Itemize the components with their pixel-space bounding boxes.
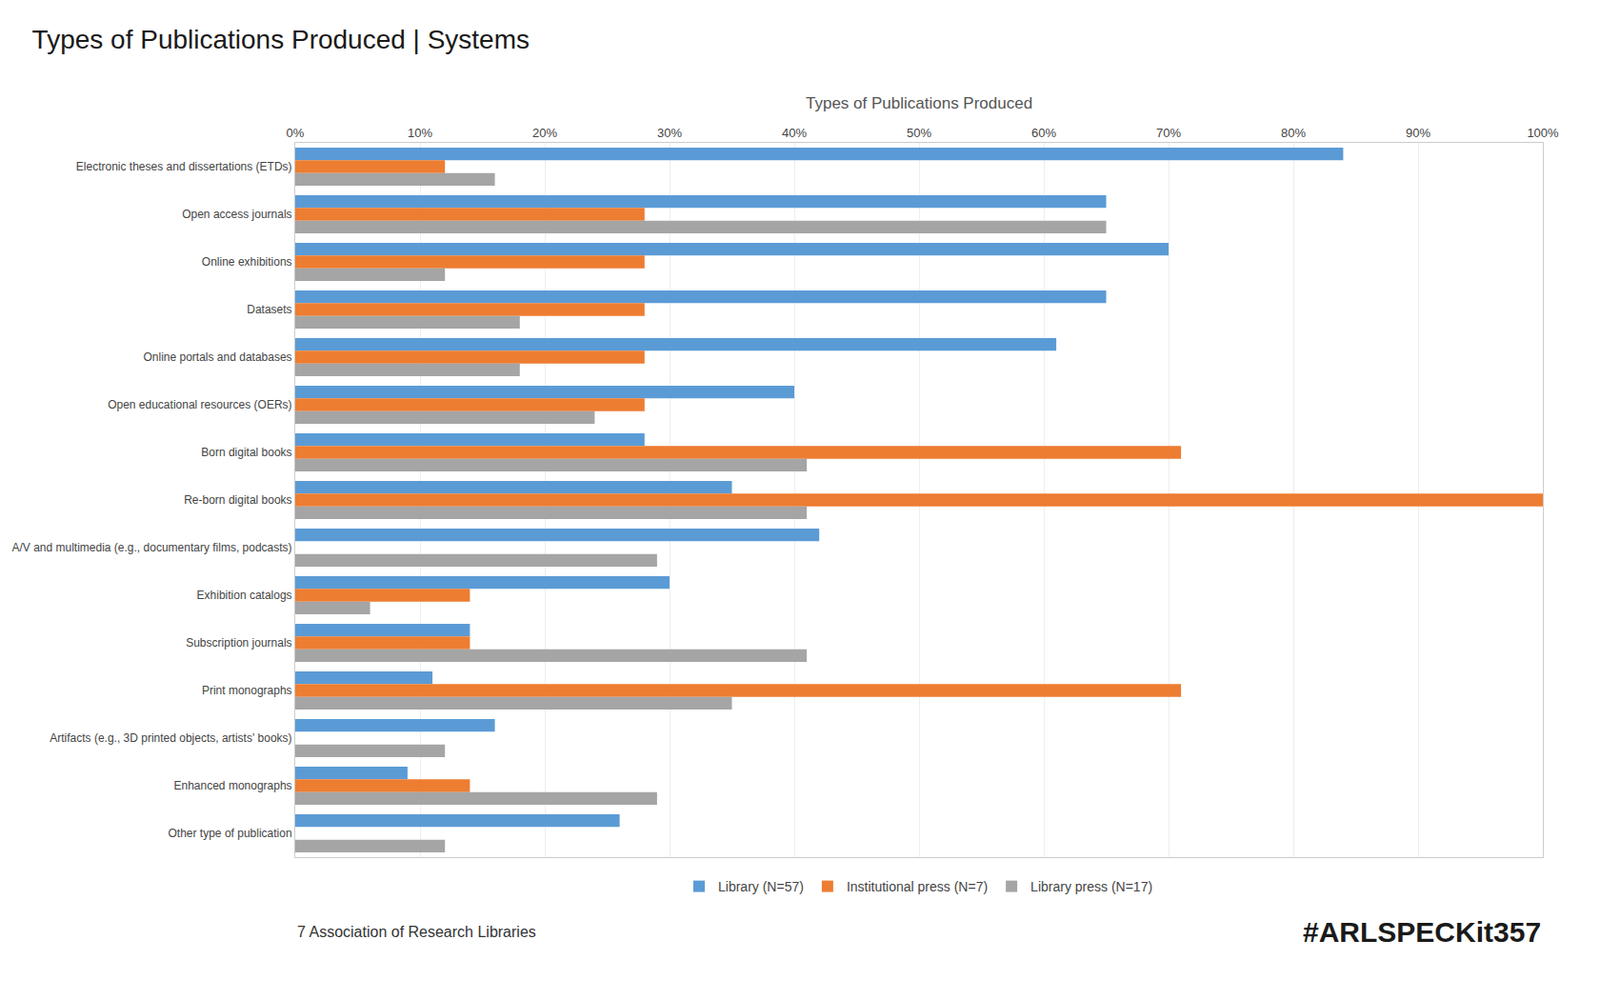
svg-text:60%: 60%: [1031, 125, 1057, 140]
svg-text:Born digital books: Born digital books: [200, 445, 292, 460]
svg-text:Datasets: Datasets: [246, 302, 292, 317]
svg-text:Types of Publications Produced: Types of Publications Produced | Systems: [32, 24, 530, 55]
svg-text:0%: 0%: [286, 125, 305, 140]
svg-text:Artifacts (e.g., 3D printed ob: Artifacts (e.g., 3D printed objects, art…: [49, 731, 292, 745]
svg-text:Online exhibitions: Online exhibitions: [201, 255, 293, 269]
svg-text:30%: 30%: [657, 125, 682, 140]
svg-text:Re-born digital books: Re-born digital books: [183, 493, 292, 507]
svg-text:70%: 70%: [1156, 125, 1181, 140]
svg-text:Library press (N=17): Library press (N=17): [1030, 879, 1153, 895]
svg-text:Open access journals: Open access journals: [181, 207, 292, 221]
svg-text:Exhibition catalogs: Exhibition catalogs: [197, 588, 293, 602]
svg-text:20%: 20%: [532, 125, 558, 140]
svg-text:Enhanced monographs: Enhanced monographs: [174, 779, 293, 793]
svg-text:Subscription journals: Subscription journals: [185, 636, 292, 650]
svg-text:Print monographs: Print monographs: [201, 683, 293, 698]
svg-text:Online portals and databases: Online portals and databases: [142, 350, 292, 364]
svg-text:40%: 40%: [781, 125, 807, 140]
svg-text:Institutional press (N=7): Institutional press (N=7): [846, 879, 988, 895]
svg-text:90%: 90%: [1405, 125, 1431, 140]
svg-text:Electronic theses and disserta: Electronic theses and dissertations (ETD…: [76, 160, 293, 174]
svg-text:80%: 80%: [1280, 125, 1306, 140]
svg-text:Types of Publications Produced: Types of Publications Produced: [805, 94, 1033, 113]
svg-text:10%: 10%: [407, 125, 433, 140]
svg-text:A/V and multimedia (e.g., docu: A/V and multimedia (e.g., documentary fi…: [11, 540, 292, 555]
svg-text:Library (N=57): Library (N=57): [718, 879, 804, 895]
svg-text:7 Association of Research Libr: 7 Association of Research Libraries: [297, 923, 537, 940]
svg-text:100%: 100%: [1526, 125, 1560, 140]
svg-text:#ARLSPECKit357: #ARLSPECKit357: [1302, 916, 1541, 948]
svg-text:50%: 50%: [906, 125, 932, 140]
svg-text:Open educational resources (OE: Open educational resources (OERs): [107, 398, 292, 412]
svg-text:Other type of publication: Other type of publication: [168, 826, 293, 840]
